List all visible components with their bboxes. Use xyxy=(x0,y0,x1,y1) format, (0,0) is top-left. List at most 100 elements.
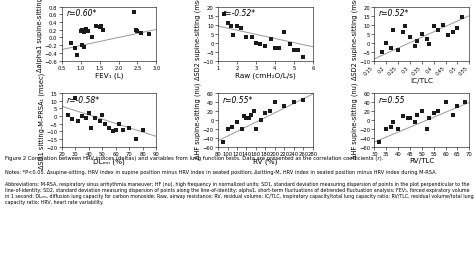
Point xyxy=(105,127,113,131)
Point xyxy=(383,127,390,131)
Point xyxy=(82,116,90,120)
Point xyxy=(98,25,105,29)
Point xyxy=(267,38,275,42)
Point xyxy=(411,45,419,49)
Point xyxy=(64,113,72,117)
Point xyxy=(233,121,241,125)
Point xyxy=(387,47,395,51)
Point xyxy=(411,121,419,125)
Point xyxy=(119,129,127,133)
Point xyxy=(73,54,81,58)
Point xyxy=(256,43,264,47)
Point xyxy=(79,44,86,48)
Point xyxy=(224,127,231,131)
Point xyxy=(101,122,109,126)
Point xyxy=(82,28,90,32)
Point xyxy=(390,121,397,125)
Point xyxy=(85,112,92,116)
Point xyxy=(449,31,456,35)
Point xyxy=(423,127,430,131)
Point xyxy=(435,109,442,114)
Point xyxy=(228,125,236,129)
Point xyxy=(233,25,241,29)
Point xyxy=(91,116,99,120)
Point xyxy=(71,47,79,51)
Y-axis label: ΔSD1 sitting-M-PRSA₁ (msec): ΔSD1 sitting-M-PRSA₁ (msec) xyxy=(38,73,45,168)
Point xyxy=(394,127,402,131)
Point xyxy=(257,118,264,122)
Point xyxy=(425,116,433,120)
Point xyxy=(406,36,414,40)
Point xyxy=(229,34,237,38)
Point xyxy=(96,119,103,123)
Point xyxy=(461,101,468,105)
Point xyxy=(99,113,106,117)
Point xyxy=(430,25,438,29)
Point xyxy=(134,29,141,34)
Point xyxy=(219,141,227,145)
Point xyxy=(224,22,231,26)
Point xyxy=(394,49,402,53)
Point xyxy=(78,115,86,119)
Point xyxy=(262,45,269,49)
Point xyxy=(300,56,307,60)
Point xyxy=(145,33,153,37)
X-axis label: RV (%): RV (%) xyxy=(253,158,278,164)
Point xyxy=(237,27,245,31)
Point xyxy=(84,29,92,34)
Point xyxy=(444,34,452,38)
Point xyxy=(449,114,456,118)
Point xyxy=(390,29,397,33)
Point xyxy=(387,125,395,129)
Point xyxy=(454,105,461,109)
Y-axis label: ΔHF supine-sitting (nu): ΔHF supine-sitting (nu) xyxy=(351,82,358,158)
Point xyxy=(378,50,385,54)
Point xyxy=(220,13,228,17)
Y-axis label: Δalpha1 supine-sitting: Δalpha1 supine-sitting xyxy=(37,0,43,72)
Point xyxy=(250,109,257,114)
Point xyxy=(401,25,409,29)
Point xyxy=(252,127,260,131)
Point xyxy=(413,113,421,117)
Point xyxy=(243,36,250,40)
Point xyxy=(418,33,426,37)
X-axis label: Raw (cmH₂O/L/s): Raw (cmH₂O/L/s) xyxy=(235,72,296,78)
Point xyxy=(375,141,383,145)
Text: r=0.55: r=0.55 xyxy=(379,95,406,104)
Point xyxy=(130,11,137,15)
Point xyxy=(290,49,298,53)
Point xyxy=(81,46,88,50)
Text: r=-0.52*: r=-0.52* xyxy=(223,9,256,18)
Point xyxy=(413,40,421,44)
Point xyxy=(247,113,255,117)
Point xyxy=(88,127,95,131)
Point xyxy=(79,29,86,33)
Text: r=0.55*: r=0.55* xyxy=(223,95,253,104)
Point xyxy=(112,129,119,133)
Text: r=0.60*: r=0.60* xyxy=(66,9,97,18)
Point xyxy=(404,116,411,120)
Point xyxy=(132,138,140,142)
Point xyxy=(139,129,146,133)
Text: r=-0.58*: r=-0.58* xyxy=(66,95,100,104)
Point xyxy=(406,116,414,120)
Point xyxy=(238,127,246,131)
Point xyxy=(286,43,294,47)
Point xyxy=(383,41,390,45)
X-axis label: RV/TLC: RV/TLC xyxy=(409,158,435,164)
Point xyxy=(248,36,256,40)
Point xyxy=(262,112,269,116)
Point xyxy=(423,38,430,42)
Point xyxy=(137,32,145,36)
Text: r=0.52*: r=0.52* xyxy=(379,9,410,18)
Point xyxy=(92,25,100,29)
Point xyxy=(115,122,122,126)
Point xyxy=(100,29,107,33)
X-axis label: DLₘₙ (%): DLₘₙ (%) xyxy=(93,158,125,164)
Point xyxy=(275,47,283,51)
Point xyxy=(430,112,438,116)
Point xyxy=(252,41,260,45)
Point xyxy=(271,101,279,105)
Point xyxy=(243,116,250,120)
Point xyxy=(439,24,447,28)
